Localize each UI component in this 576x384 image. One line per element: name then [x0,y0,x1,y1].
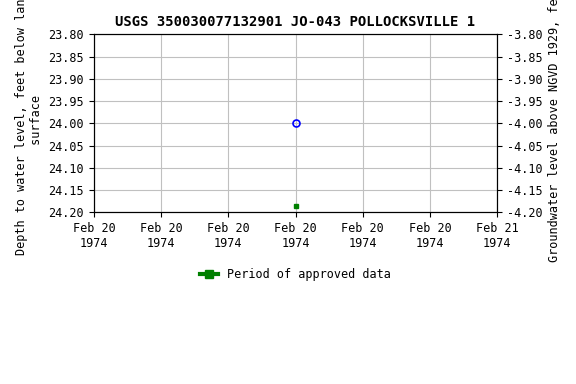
Y-axis label: Groundwater level above NGVD 1929, feet: Groundwater level above NGVD 1929, feet [548,0,561,262]
Title: USGS 350030077132901 JO-043 POLLOCKSVILLE 1: USGS 350030077132901 JO-043 POLLOCKSVILL… [115,15,476,29]
Legend: Period of approved data: Period of approved data [200,268,391,281]
Y-axis label: Depth to water level, feet below land
 surface: Depth to water level, feet below land su… [15,0,43,255]
